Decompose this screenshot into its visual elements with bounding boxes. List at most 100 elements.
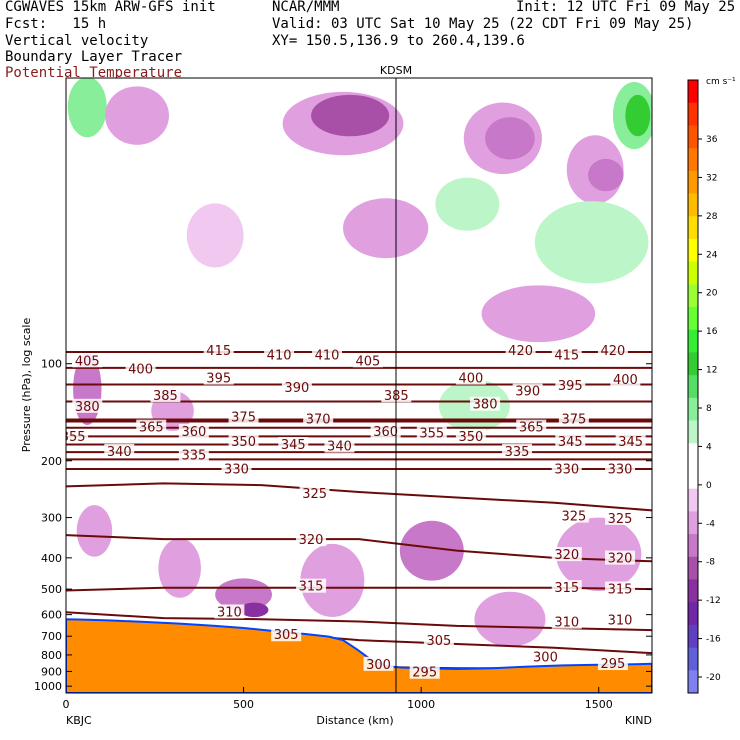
vv-region-24 xyxy=(300,543,365,617)
vv-region-12 xyxy=(435,177,500,231)
colorbar-swatch-1 xyxy=(688,102,698,126)
colorbar-swatch-6 xyxy=(688,216,698,240)
colorbar-unit: cm s⁻¹ xyxy=(706,77,736,87)
terrain-layer xyxy=(66,618,652,693)
contour-label-52: 305 xyxy=(274,628,299,643)
axis-layer: 0 500 1000 1500 100 200 300 400 500 600 700 800 900 1… xyxy=(34,358,652,711)
contour-label-bg-11 xyxy=(455,370,486,385)
colorbar-swatch-9 xyxy=(688,284,698,308)
vv-region-25 xyxy=(474,591,546,647)
endpoint-left-label: KBJC xyxy=(66,714,92,727)
contour-label-28: 355 xyxy=(61,430,86,445)
y-tick-label-900: 900 xyxy=(41,665,62,678)
vv-region-13 xyxy=(343,198,429,259)
colorbar-swatch-7 xyxy=(688,238,698,263)
contour-label-bg-31 xyxy=(324,438,355,453)
contour-label-21: 375 xyxy=(561,412,586,427)
contour-label-bg-20 xyxy=(303,411,334,426)
contour-label-bg-30 xyxy=(278,437,309,452)
colorbar-swatch-10 xyxy=(688,307,698,331)
contour-label-50: 310 xyxy=(554,616,579,631)
station-marker-label: KDSM xyxy=(380,64,412,77)
header-model: CGWAVES 15km ARW-GFS init xyxy=(5,0,216,15)
contour-label-39: 330 xyxy=(608,462,633,477)
contour-label-bg-7 xyxy=(72,353,103,368)
y-axis-label: Pressure (hPa), log scale xyxy=(20,318,33,453)
colorbar-swatch-0 xyxy=(688,80,698,104)
contour-label-53: 305 xyxy=(426,634,451,649)
colorbar-swatch-24 xyxy=(688,624,698,649)
contour-label-19: 375 xyxy=(231,411,256,426)
colorbar-swatch-3 xyxy=(688,148,698,172)
x-axis-label: Distance (km) xyxy=(316,714,393,727)
contour-label-bg-32 xyxy=(555,433,586,448)
contour-label-6: 420 xyxy=(601,344,626,359)
contour-label-bg-5 xyxy=(551,347,582,362)
contour-label-22: 365 xyxy=(139,421,164,436)
colorbar-swatch-19 xyxy=(688,511,698,535)
vv-region-9 xyxy=(625,94,651,137)
vv-region-1 xyxy=(105,86,169,145)
contour-label-9: 395 xyxy=(206,372,231,387)
contour-label-17: 380 xyxy=(75,400,100,415)
y-tick-label-100: 100 xyxy=(41,358,62,371)
contour-label-bg-54 xyxy=(363,656,394,671)
colorbar-swatch-25 xyxy=(688,647,698,671)
colorbar-swatch-21 xyxy=(688,556,698,580)
vv-region-22 xyxy=(240,602,269,618)
contour-label-1: 410 xyxy=(267,349,292,364)
x-tick-label-1000: 1000 xyxy=(407,698,435,711)
header-xy: XY= 150.5,136.9 to 260.4,139.6 xyxy=(272,33,525,49)
contour-label-4: 420 xyxy=(508,344,533,359)
header-valid: Valid: 03 UTC Sat 10 May 25 (22 CDT Fri … xyxy=(272,16,694,32)
contour-label-bg-52 xyxy=(271,627,302,642)
contour-label-bg-8 xyxy=(125,361,156,376)
contour-label-11: 400 xyxy=(458,372,483,387)
contour-label-55: 300 xyxy=(533,650,558,665)
contour-label-bg-38 xyxy=(551,461,582,476)
colorbar-label-3: 24 xyxy=(706,250,718,260)
colorbar-swatch-26 xyxy=(688,670,698,694)
colorbar-label-5: 16 xyxy=(706,327,718,337)
colorbar-swatch-14 xyxy=(688,397,698,422)
theta-contour-325 xyxy=(66,482,652,512)
contour-label-41: 325 xyxy=(561,510,586,525)
contour-label-bg-42 xyxy=(605,510,636,525)
contour-label-bg-10 xyxy=(281,380,312,395)
contour-label-27: 365 xyxy=(519,421,544,436)
contour-label-bg-53 xyxy=(423,633,454,648)
contour-label-bg-17 xyxy=(72,398,103,413)
contour-label-bg-3 xyxy=(352,353,383,368)
contour-label-bg-51 xyxy=(605,612,636,627)
contour-label-bg-9 xyxy=(203,370,234,385)
contour-label-bg-49 xyxy=(214,604,245,619)
y-tick-label-500: 500 xyxy=(41,583,62,596)
colorbar-label-1: 32 xyxy=(706,173,717,183)
contour-label-bg-18 xyxy=(470,396,501,411)
colorbar-label-9: 0 xyxy=(706,481,712,491)
contour-label-15: 385 xyxy=(153,389,178,404)
contour-label-bg-55 xyxy=(530,649,561,664)
vv-region-3 xyxy=(311,94,390,137)
colorbar-swatch-13 xyxy=(688,375,698,399)
contour-label-25: 355 xyxy=(419,427,444,442)
vv-region-19 xyxy=(399,520,464,581)
contour-label-bg-41 xyxy=(558,508,589,523)
contour-label-49: 310 xyxy=(217,605,242,620)
vv-region-10 xyxy=(534,201,649,284)
contour-label-bg-1 xyxy=(264,347,295,362)
contour-label-bg-57 xyxy=(597,656,628,671)
contour-label-57: 295 xyxy=(601,657,626,672)
contour-label-bg-48 xyxy=(605,581,636,596)
colorbar-swatch-18 xyxy=(688,488,698,512)
contour-label-45: 320 xyxy=(608,552,633,567)
contour-label-3: 405 xyxy=(355,354,380,369)
colorbar-label-7: 8 xyxy=(706,404,712,414)
vv-region-11 xyxy=(481,285,596,343)
colorbar-swatch-16 xyxy=(688,443,698,467)
x-tick-label-0: 0 xyxy=(63,698,70,711)
contour-label-2: 410 xyxy=(315,349,340,364)
y-tick-label-200: 200 xyxy=(41,455,62,468)
contour-label-bg-0 xyxy=(203,343,234,358)
